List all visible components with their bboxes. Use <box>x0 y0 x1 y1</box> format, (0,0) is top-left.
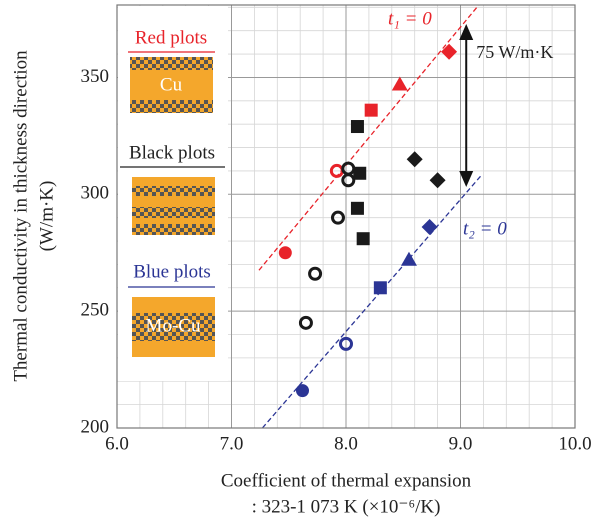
x-tick-label: 7.0 <box>220 433 244 454</box>
point <box>295 384 309 398</box>
y-axis-label: (W/m·K) <box>36 181 57 252</box>
arrow-head <box>459 170 474 187</box>
point <box>278 246 292 260</box>
y-tick-label: 250 <box>81 300 110 321</box>
y-tick-label: 200 <box>81 416 110 437</box>
legend-label: Blue plots <box>133 261 211 282</box>
point <box>298 315 313 330</box>
point <box>353 166 367 180</box>
line-label: t₁ = 0 <box>388 8 432 29</box>
point <box>364 103 378 117</box>
point <box>429 172 446 189</box>
x-tick-label: 8.0 <box>334 433 358 454</box>
x-tick-label: 10.0 <box>558 433 591 454</box>
point <box>421 219 438 236</box>
line-label: t₂ = 0 <box>463 218 507 239</box>
legend-panel: Red plots Cu Black plots Blue plots Mo-C… <box>118 6 228 381</box>
y-tick-label: 300 <box>81 183 110 204</box>
plot-frame <box>116 4 576 429</box>
point <box>400 251 417 266</box>
point <box>441 43 458 60</box>
x-axis-label: : 323-1 073 K (×10⁻⁶/K) <box>252 496 441 517</box>
y-axis-label: Thermal conductivity in thickness direct… <box>10 50 31 382</box>
fit-line <box>258 4 480 271</box>
point <box>406 151 423 168</box>
point <box>341 161 356 176</box>
legend-label: Red plots <box>135 27 207 48</box>
point <box>330 210 345 225</box>
x-axis-label: Coefficient of thermal expansion <box>221 470 472 491</box>
x-tick-label: 9.0 <box>449 433 473 454</box>
point <box>308 266 323 281</box>
point <box>339 336 353 351</box>
point <box>356 232 370 246</box>
point <box>350 120 364 134</box>
y-tick-label: 350 <box>81 66 110 87</box>
arrow-head <box>459 24 474 41</box>
point <box>391 76 408 91</box>
fit-line <box>261 175 482 429</box>
point <box>341 173 356 188</box>
point <box>373 281 387 295</box>
point <box>350 201 364 215</box>
annotation: 75 W/m·K <box>476 42 553 62</box>
material-label: Mo-Cu <box>146 315 201 336</box>
material-label: Cu <box>160 74 183 95</box>
x-tick-label: 6.0 <box>105 433 129 454</box>
legend-label: Black plots <box>129 142 215 163</box>
